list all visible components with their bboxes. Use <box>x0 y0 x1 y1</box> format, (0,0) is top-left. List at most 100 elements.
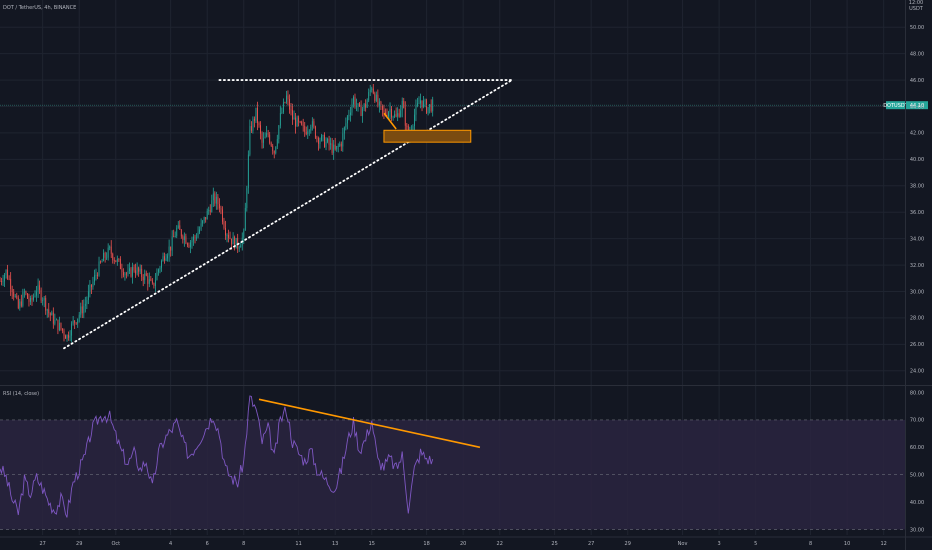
time-tick-label: 27 <box>588 541 594 547</box>
time-axis[interactable]: 27 29 Oct 4 6 8 11 13 15 18 20 22 25 27 29 Nov 3 5 8 10 12 <box>39 541 886 547</box>
candle <box>255 107 257 124</box>
candle-body <box>275 146 277 154</box>
candle-body <box>272 145 274 152</box>
candle-body <box>284 102 286 104</box>
candle-body <box>115 260 117 262</box>
candle <box>135 263 137 278</box>
time-tick-label: 22 <box>497 541 503 547</box>
candle-body <box>225 227 226 236</box>
candle <box>162 252 164 262</box>
candle-body <box>144 273 146 281</box>
candle <box>421 100 423 112</box>
candle <box>199 226 201 235</box>
candle <box>316 135 318 143</box>
candle <box>282 98 284 114</box>
candle-body <box>164 256 165 261</box>
candle-body <box>156 272 158 281</box>
candle <box>278 124 280 144</box>
candle-body <box>330 143 332 145</box>
candle-body <box>17 297 19 309</box>
price-tick-label: 50.00 <box>910 25 924 31</box>
candle-body <box>2 281 4 283</box>
candle-body <box>141 268 143 277</box>
candle <box>194 234 196 244</box>
candle <box>173 229 175 238</box>
candle <box>63 328 65 342</box>
candle <box>116 255 118 266</box>
time-tick-label: 25 <box>551 541 557 547</box>
symbol-badge-label: DOTUSDT <box>883 103 909 109</box>
candle-body <box>13 292 15 297</box>
candle-body <box>403 101 405 108</box>
candle <box>381 104 383 117</box>
chart-drawings[interactable] <box>63 79 513 449</box>
candle-body <box>78 314 80 319</box>
price-tick-label: 30.00 <box>910 289 924 295</box>
candle-body <box>118 258 120 260</box>
price-tick-label: 36.00 <box>910 210 924 216</box>
candle-body <box>417 103 418 106</box>
candle-body <box>304 125 306 132</box>
candle <box>222 206 223 225</box>
candle-body <box>68 334 69 338</box>
candle-body <box>250 126 252 131</box>
price-badge-label: 44.10 <box>910 103 924 109</box>
candle-body <box>415 105 417 115</box>
candle-body <box>244 207 246 231</box>
candle-body <box>401 101 403 111</box>
candle-body <box>10 278 12 289</box>
candle-body <box>129 268 130 272</box>
candle-body <box>232 236 234 245</box>
candle-body <box>381 104 383 111</box>
candle-body <box>263 138 264 143</box>
candle-body <box>202 220 204 224</box>
candle <box>48 303 50 318</box>
candle <box>398 108 400 118</box>
candle <box>395 107 397 118</box>
candle-body <box>200 223 202 230</box>
candle-body <box>366 100 368 108</box>
candle-body <box>353 97 354 105</box>
candle <box>136 262 138 276</box>
candle-body <box>135 270 137 274</box>
candle <box>286 90 287 104</box>
time-tick-label: 10 <box>844 541 850 547</box>
price-tick-label: 32.00 <box>910 263 924 269</box>
candle <box>141 264 143 282</box>
candle <box>369 84 371 97</box>
rsi-legend[interactable]: RSI (14, close) <box>3 391 39 397</box>
candle-body <box>84 303 86 307</box>
candle-body <box>109 246 111 248</box>
candle-body <box>238 247 240 249</box>
candle <box>151 278 153 285</box>
candle <box>129 262 130 275</box>
candle-body <box>356 105 357 107</box>
candle <box>13 288 15 301</box>
candle-body <box>71 323 73 336</box>
candle <box>115 260 117 263</box>
candle <box>298 115 300 127</box>
candle-body <box>75 322 77 324</box>
candle-body <box>215 196 217 204</box>
candle <box>106 252 108 261</box>
candle-body <box>151 280 153 283</box>
candle-body <box>318 138 319 144</box>
candle-body <box>327 138 328 142</box>
candle <box>246 185 248 212</box>
candle-body <box>296 117 298 127</box>
candle <box>69 330 71 342</box>
candle-body <box>252 118 254 131</box>
candle <box>257 101 258 131</box>
candlestick-series <box>0 84 905 343</box>
candle <box>217 194 219 210</box>
symbol-legend[interactable]: DOT / TetherUS, 4h, BINANCE <box>3 5 76 11</box>
candle-body <box>243 230 245 238</box>
candle <box>39 280 41 294</box>
candle <box>150 276 152 282</box>
price-axis[interactable]: DOTUSDT 44.10 50.00 48.00 46.00 44.00 42.00 40.… <box>883 25 928 375</box>
candle-body <box>246 188 248 208</box>
candle-body <box>72 320 74 324</box>
candle <box>177 221 179 229</box>
candle <box>275 146 277 155</box>
